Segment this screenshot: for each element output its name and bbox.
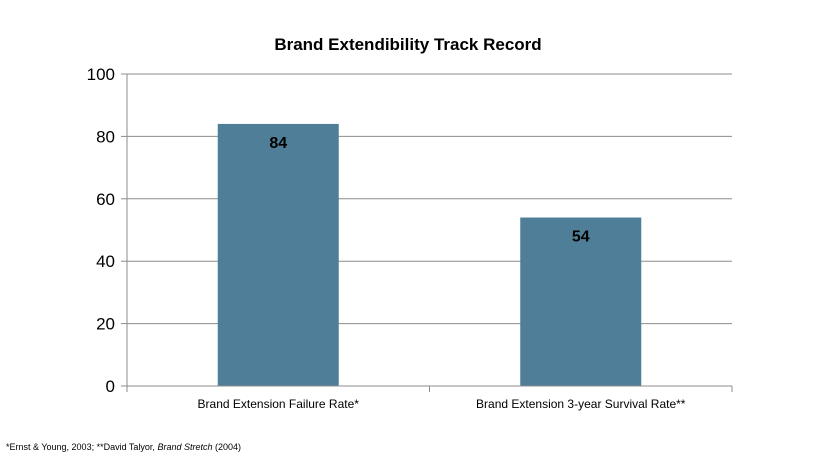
- bars: [217, 123, 642, 387]
- data-label: 84: [269, 135, 287, 152]
- x-category-label: Brand Extension 3-year Survival Rate**: [476, 397, 686, 411]
- footnote-text-2: (2004): [212, 442, 241, 452]
- bar-chart: Brand Extendibility Track Record 0 20 40 60…: [87, 35, 733, 411]
- footnote-text-1: *Ernst & Young, 2003; **David Talyor,: [6, 442, 158, 452]
- y-tick-label: 20: [96, 315, 115, 334]
- labels: 0 20 40 60 80 100 84 Brand Extension Failure Ra…: [87, 65, 686, 411]
- bar: [520, 217, 642, 386]
- y-tick-label: 80: [96, 127, 115, 146]
- y-tick-label: 100: [87, 65, 115, 84]
- footnote-book-title: Brand Stretch: [157, 442, 213, 452]
- y-tick-label: 40: [96, 252, 115, 271]
- y-tick-label: 60: [96, 190, 115, 209]
- x-category-label: Brand Extension Failure Rate*: [198, 397, 360, 411]
- source-footnote: *Ernst & Young, 2003; **David Talyor, Br…: [6, 442, 241, 452]
- axes: [121, 73, 733, 392]
- data-label: 54: [572, 229, 590, 246]
- bar: [217, 123, 339, 387]
- y-tick-label: 0: [106, 377, 115, 396]
- chart-title: Brand Extendibility Track Record: [274, 35, 541, 54]
